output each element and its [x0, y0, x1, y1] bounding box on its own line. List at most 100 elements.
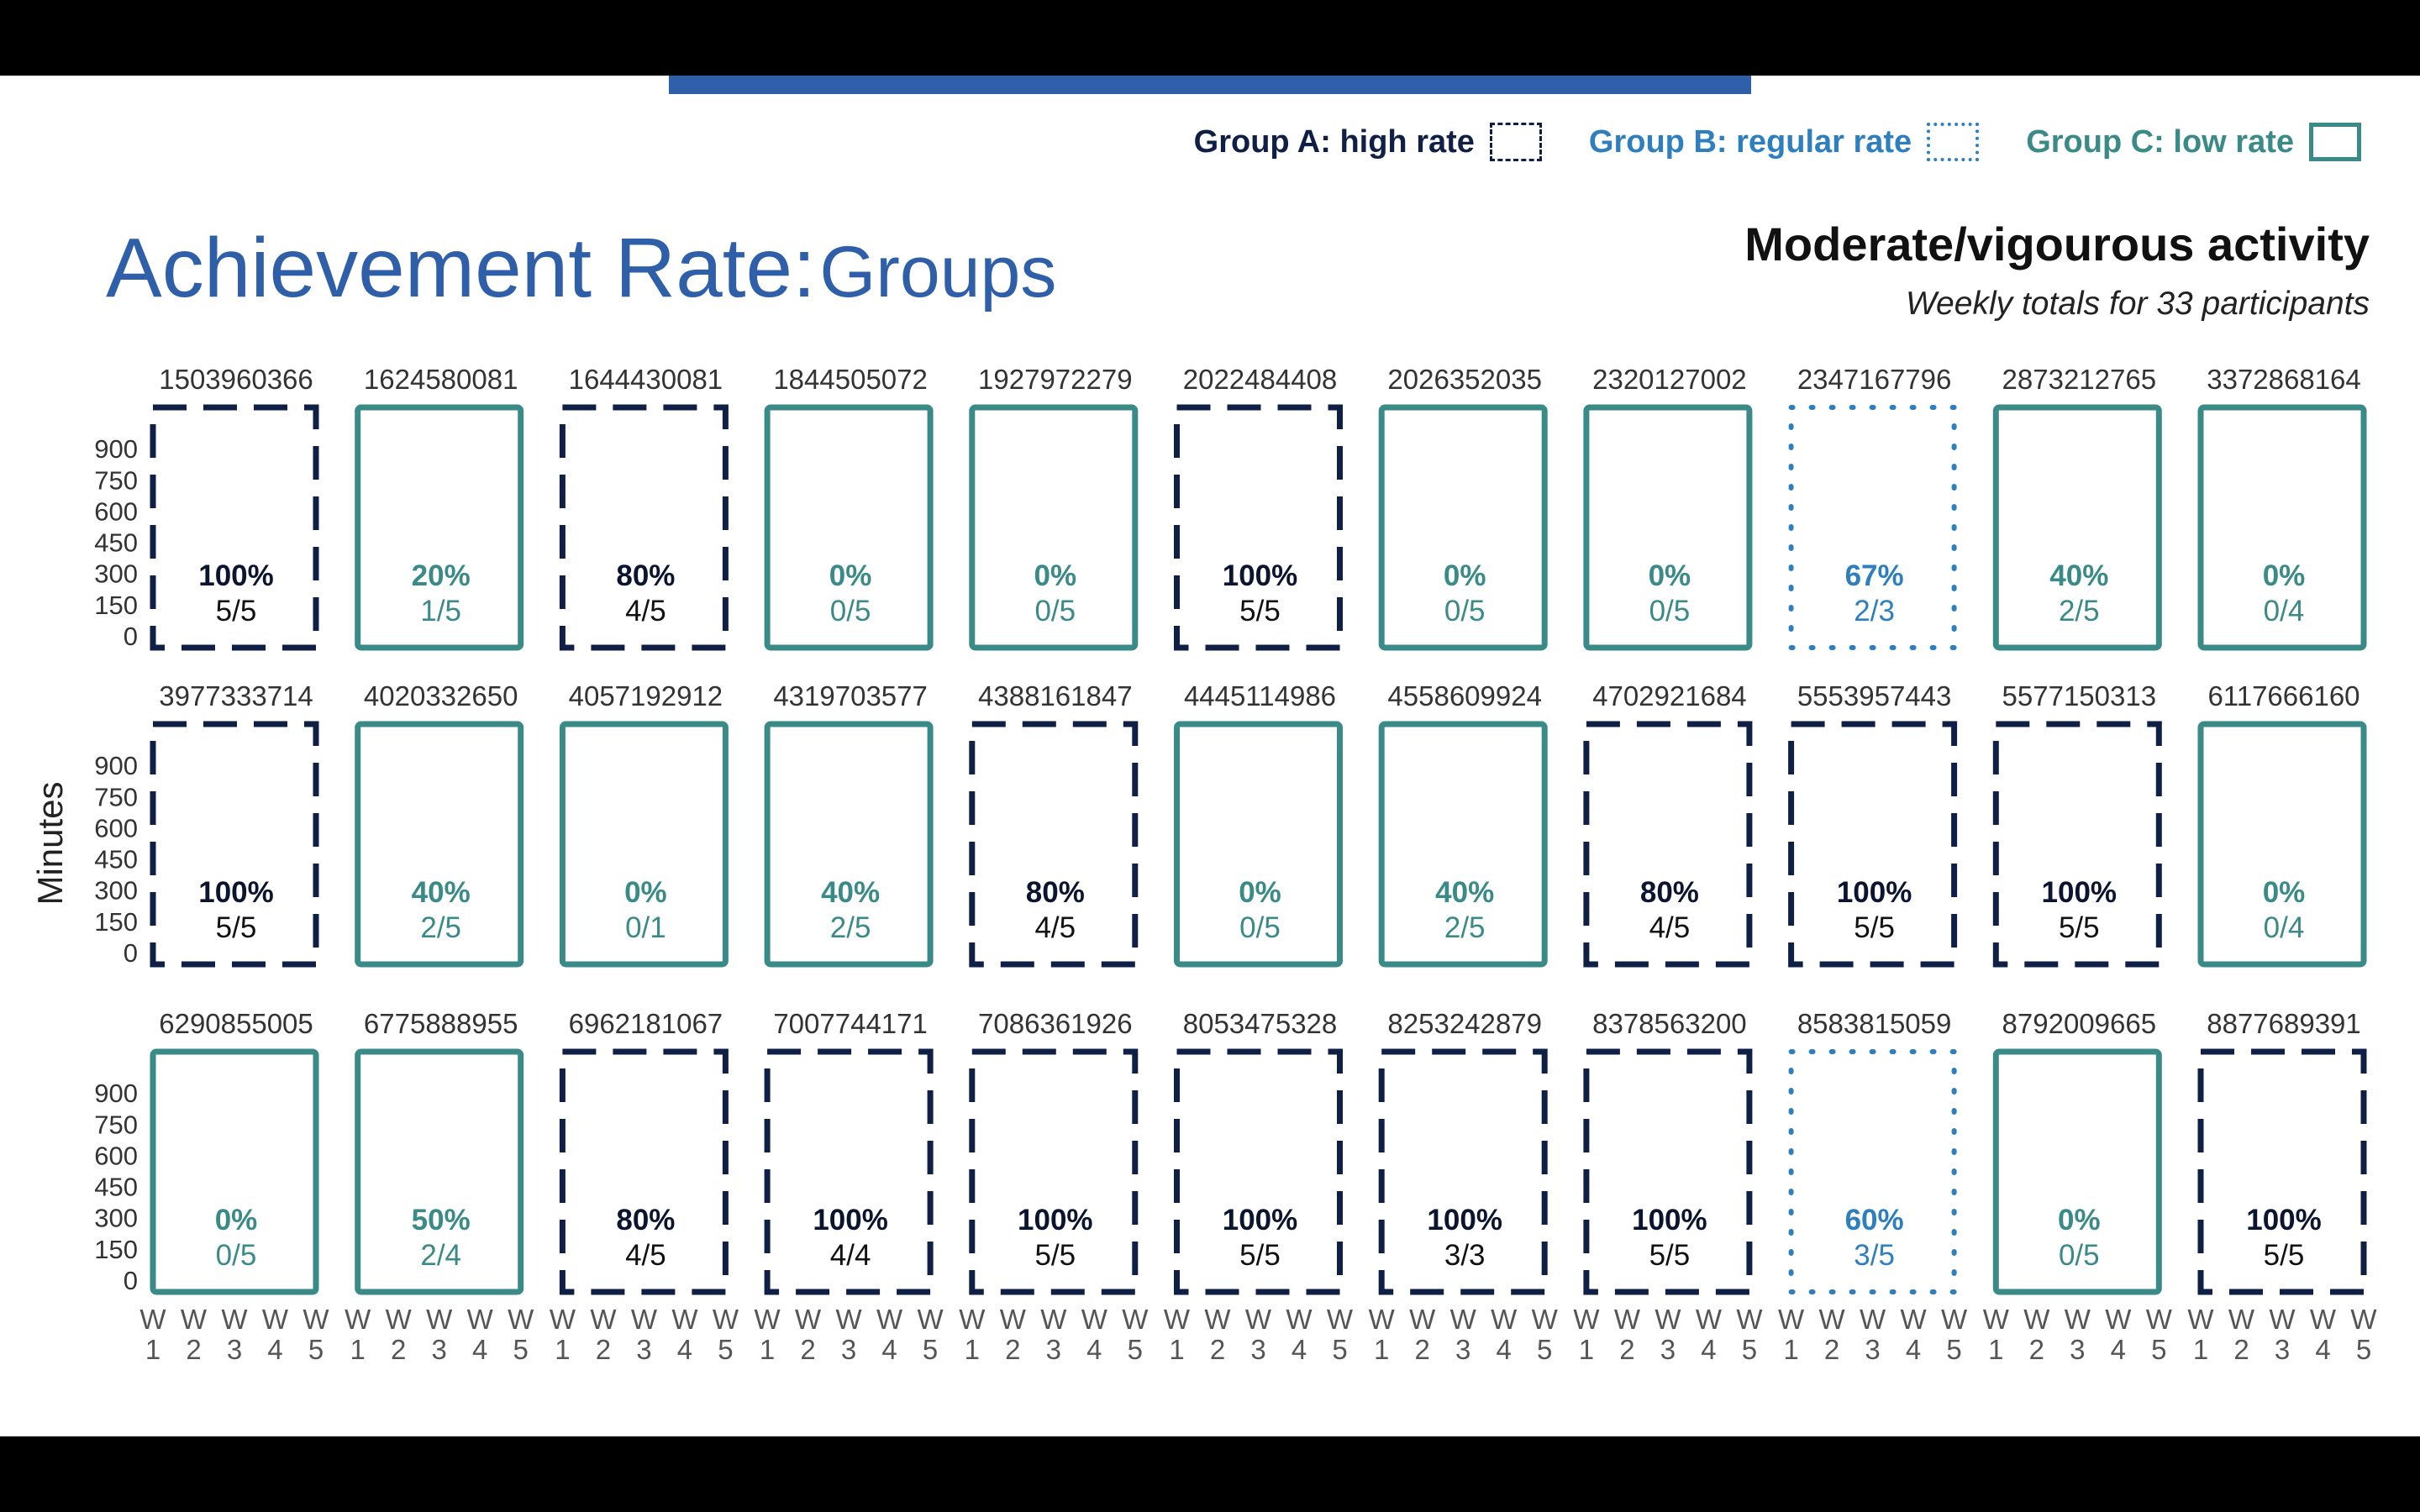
panel-frame-group-a	[1174, 1048, 1343, 1295]
x-tick-label-week: W	[2065, 1304, 2091, 1335]
panel-frame-group-c	[559, 721, 729, 968]
x-tick-label-week: W	[1286, 1304, 1313, 1335]
y-tick-label: 450	[94, 1173, 138, 1202]
panel-frame-group-a	[1992, 721, 2162, 968]
panel-rate-label: 50%	[412, 1204, 471, 1236]
x-tick-label-number: 5	[2151, 1334, 2166, 1365]
legend-item-group-a: Group A: high rate	[1194, 123, 1542, 161]
panel-fraction-label: 4/5	[1034, 911, 1076, 944]
panel-id-label: 1624580081	[364, 364, 518, 395]
panel-fraction-label: 0/5	[1034, 595, 1076, 627]
panel-id-label: 4702921684	[1592, 680, 1747, 711]
x-tick-label-week: W	[262, 1304, 289, 1335]
x-tick-label-number: 2	[1005, 1334, 1020, 1365]
x-tick-label-week: W	[1736, 1304, 1763, 1335]
panel-rate-label: 100%	[198, 876, 274, 909]
x-tick-label-week: W	[795, 1304, 822, 1335]
x-tick-label-week: W	[1491, 1304, 1518, 1335]
x-tick-label-week: W	[1532, 1304, 1559, 1335]
y-tick-label: 600	[94, 1141, 138, 1170]
x-tick-label-number: 4	[472, 1334, 487, 1365]
legend-label-group-a: Group A: high rate	[1193, 123, 1475, 160]
page-title-sub: Groups	[819, 232, 1057, 312]
panel-fraction-label: 0/4	[2264, 595, 2305, 627]
panel-rate-label: 0%	[1239, 876, 1281, 909]
panel-rate-label: 0%	[2263, 559, 2306, 592]
x-tick-label-number: 2	[2233, 1334, 2249, 1365]
panel-fraction-label: 0/5	[2059, 1239, 2100, 1272]
panel-fraction-label: 2/5	[420, 911, 461, 944]
panel-rate-label: 100%	[1837, 876, 1912, 909]
x-tick-label-number: 4	[1086, 1334, 1102, 1365]
x-tick-label-number: 4	[1906, 1334, 1921, 1365]
panel-id-label: 2026352035	[1387, 364, 1542, 395]
panel-rate-label: 100%	[1223, 1204, 1298, 1236]
x-tick-label-week: W	[2350, 1304, 2377, 1335]
y-tick-label: 900	[94, 751, 138, 780]
panel-id-label: 6962181067	[569, 1008, 723, 1039]
panel-id-label: 7007744171	[773, 1008, 928, 1039]
panel-id-label: 8877689391	[2207, 1008, 2361, 1039]
y-tick-label: 900	[94, 434, 138, 464]
x-tick-label-week: W	[1819, 1304, 1846, 1335]
panel-frame-group-c	[1992, 1048, 2162, 1295]
x-tick-label-week: W	[1860, 1304, 1886, 1335]
y-tick-label: 150	[94, 1235, 138, 1264]
panel-fraction-label: 2/3	[1854, 595, 1895, 627]
panel-rate-label: 0%	[1649, 559, 1691, 592]
y-axis-title: Minutes	[30, 781, 70, 905]
panel-id-label: 4388161847	[978, 680, 1133, 711]
x-tick-label-number: 3	[432, 1334, 447, 1365]
x-tick-label-number: 3	[636, 1334, 651, 1365]
y-tick-label: 750	[94, 782, 138, 811]
panel-frame-group-a	[1583, 1048, 1753, 1295]
x-tick-label-week: W	[836, 1304, 863, 1335]
x-tick-label-number: 2	[391, 1334, 406, 1365]
panel-id-label: 7086361926	[978, 1008, 1133, 1039]
panel-id-label: 5577150313	[2002, 680, 2157, 711]
legend-item-group-b: Group B: regular rate	[1589, 123, 1980, 161]
x-tick-label-week: W	[386, 1304, 413, 1335]
x-tick-label-week: W	[1901, 1304, 1928, 1335]
x-tick-label-week: W	[918, 1304, 944, 1335]
x-tick-label-number: 1	[2193, 1334, 2208, 1365]
panel-frame-group-c	[764, 404, 934, 651]
panel-fraction-label: 5/5	[216, 595, 257, 627]
x-tick-label-week: W	[221, 1304, 248, 1335]
y-tick-label: 0	[124, 938, 138, 968]
panel-id-label: 8378563200	[1592, 1008, 1747, 1039]
panel-frame-group-c	[2197, 721, 2367, 968]
y-tick-label: 750	[94, 1110, 138, 1139]
panel-rate-label: 0%	[624, 876, 667, 909]
x-tick-label-number: 2	[2029, 1334, 2044, 1365]
legend: Group A: high rate Group B: regular rate…	[1194, 123, 2361, 161]
panel-id-label: 3977333714	[159, 680, 313, 711]
y-tick-label: 0	[124, 1266, 138, 1295]
panel-frame-group-c	[1583, 404, 1753, 651]
y-tick-label: 600	[94, 496, 138, 526]
panel-frame-group-c	[969, 404, 1139, 651]
x-tick-label-number: 2	[1210, 1334, 1225, 1365]
panel-frame-group-a	[559, 1048, 729, 1295]
panel-rate-label: 40%	[2049, 559, 2108, 592]
panel-frame-group-c	[764, 721, 934, 968]
legend-swatch-group-c	[2309, 123, 2361, 161]
panel-frame-group-a	[2197, 1048, 2367, 1295]
panel-frame-group-c	[1992, 404, 2162, 651]
panel-fraction-label: 5/5	[1239, 1239, 1281, 1272]
x-tick-label-number: 4	[677, 1334, 692, 1365]
y-tick-label: 450	[94, 845, 138, 874]
panel-rate-label: 0%	[2058, 1204, 2101, 1236]
y-tick-label: 300	[94, 559, 138, 589]
panel-rate-label: 100%	[1427, 1204, 1502, 1236]
x-tick-label-number: 1	[1579, 1334, 1594, 1365]
x-tick-label-number: 1	[1169, 1334, 1184, 1365]
y-tick-label: 450	[94, 528, 138, 558]
x-tick-label-number: 2	[596, 1334, 611, 1365]
page-title: Achievement Rate: Groups	[106, 220, 1056, 317]
x-tick-label-number: 4	[1701, 1334, 1716, 1365]
x-tick-label-week: W	[671, 1304, 698, 1335]
panel-rate-label: 0%	[215, 1204, 258, 1236]
x-tick-label-number: 3	[1046, 1334, 1061, 1365]
panel-frame-group-a	[1788, 721, 1958, 968]
